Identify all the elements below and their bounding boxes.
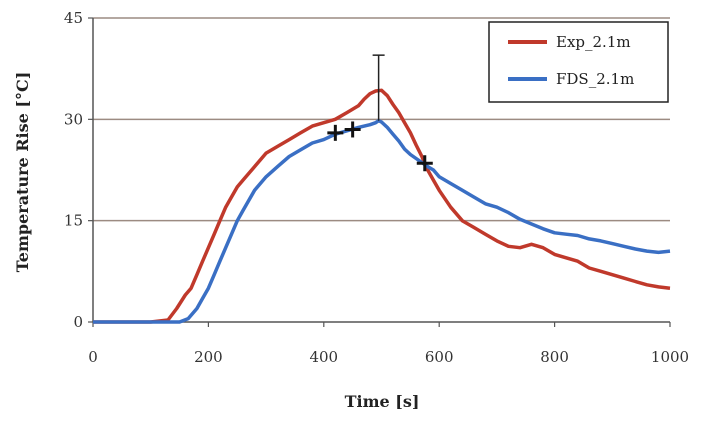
legend-label-exp: Exp_2.1m — [556, 33, 631, 51]
legend: Exp_2.1m FDS_2.1m — [488, 21, 669, 103]
gridlines — [93, 17, 670, 222]
y-tick-label: 45 — [64, 9, 83, 27]
y-axis-title: Temperature Rise [°C] — [13, 72, 32, 273]
tick-labels: 0 15 30 45 0 200 400 600 800 1000 — [64, 9, 689, 366]
legend-box — [488, 21, 669, 103]
plus-marker — [327, 124, 344, 141]
axes — [88, 17, 671, 327]
y-tick-label: 15 — [64, 212, 83, 230]
x-axis-title: Time [s] — [345, 392, 420, 411]
series-lines — [93, 88, 671, 324]
plus-marker — [344, 121, 361, 138]
x-tick-label: 400 — [309, 348, 338, 366]
legend-label-fds: FDS_2.1m — [556, 70, 634, 88]
plus-marker — [416, 155, 433, 172]
x-tick-label: 0 — [88, 348, 98, 366]
series-line-fds-2-1m — [93, 118, 671, 324]
x-tick-label: 200 — [194, 348, 223, 366]
x-tick-label: 800 — [540, 348, 569, 366]
series-line-exp-2-1m — [93, 88, 671, 324]
markers — [327, 54, 433, 172]
y-tick-label: 0 — [73, 313, 83, 331]
x-tick-label: 600 — [425, 348, 454, 366]
x-tick-label: 1000 — [651, 348, 689, 366]
y-tick-label: 30 — [64, 110, 83, 128]
